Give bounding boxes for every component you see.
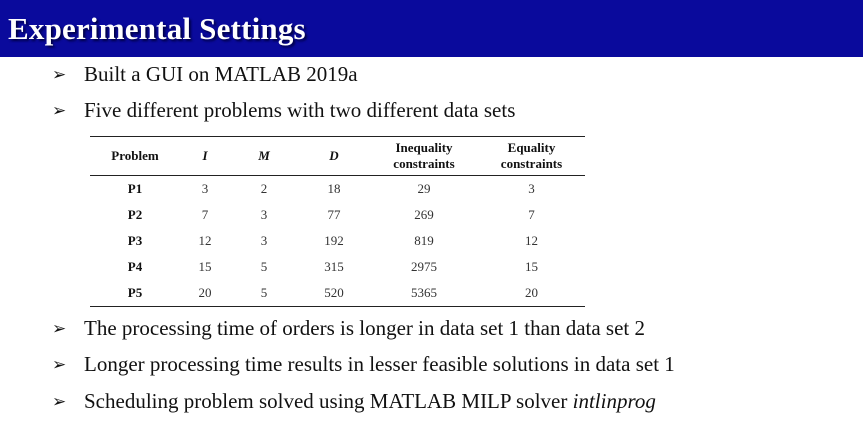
header-inequality-constraints: Inequality constraints: [370, 137, 478, 176]
title-bar: Experimental Settings: [0, 0, 863, 57]
cell-i: 15: [198, 259, 212, 274]
cell-equality: 7: [528, 207, 535, 222]
table-row: P1 3 2 18 29 3: [90, 176, 585, 203]
header-equality-line2: constraints: [500, 156, 563, 171]
table-row: P3 12 3 192 819 12: [90, 228, 585, 254]
cell-inequality: 2975: [411, 259, 437, 274]
cell-equality: 15: [525, 259, 538, 274]
header-equality-line1: Equality: [507, 140, 556, 155]
cell-equality: 3: [528, 181, 535, 196]
header-i: I: [202, 148, 208, 163]
cell-i: 3: [201, 181, 209, 196]
cell-i: 7: [201, 207, 209, 222]
bullet-text: Longer processing time results in lesser…: [84, 352, 675, 376]
header-inequality-line1: Inequality: [395, 140, 453, 155]
arrow-bullet-icon: ➢: [52, 319, 67, 339]
bullet-text: Five different problems with two differe…: [84, 98, 516, 122]
cell-i: 20: [198, 285, 212, 300]
bullet-text: Scheduling problem solved using MATLAB M…: [84, 389, 568, 413]
cell-problem: P1: [127, 181, 143, 196]
table-row: P5 20 5 520 5365 20: [90, 280, 585, 307]
cell-problem: P4: [127, 259, 143, 274]
bullet-processing-time: ➢ The processing time of orders is longer…: [52, 315, 645, 342]
bullet-gui: ➢ Built a GUI on MATLAB 2019a: [52, 61, 358, 88]
cell-m: 5: [260, 285, 268, 300]
table-row: P2 7 3 77 269 7: [90, 202, 585, 228]
bullet-text: The processing time of orders is longer …: [84, 316, 646, 340]
cell-inequality: 5365: [411, 285, 437, 300]
cell-inequality: 29: [417, 181, 431, 196]
arrow-bullet-icon: ➢: [52, 392, 67, 412]
cell-d: 192: [324, 233, 344, 248]
problem-table: Problem I M D Inequality constraints Equ…: [90, 136, 585, 307]
arrow-bullet-icon: ➢: [52, 101, 67, 121]
arrow-bullet-icon: ➢: [52, 65, 67, 85]
cell-equality: 20: [525, 285, 538, 300]
cell-equality: 12: [525, 233, 538, 248]
cell-i: 12: [198, 233, 212, 248]
solver-name: intlinprog: [572, 389, 656, 413]
cell-m: 2: [260, 181, 268, 196]
arrow-bullet-icon: ➢: [52, 355, 67, 375]
cell-m: 5: [260, 259, 268, 274]
cell-d: 315: [324, 259, 344, 274]
header-m: M: [258, 148, 270, 163]
cell-m: 3: [260, 207, 268, 222]
cell-inequality: 269: [414, 207, 434, 222]
cell-problem: P3: [127, 233, 143, 248]
header-d: D: [329, 148, 339, 163]
slide-title: Experimental Settings: [8, 11, 306, 46]
table-row: P4 15 5 315 2975 15: [90, 254, 585, 280]
cell-m: 3: [260, 233, 268, 248]
header-inequality-line2: constraints: [393, 156, 455, 171]
cell-inequality: 819: [414, 233, 434, 248]
bullet-solver: ➢ Scheduling problem solved using MATLAB …: [52, 388, 656, 415]
cell-problem: P5: [127, 285, 143, 300]
cell-d: 520: [324, 285, 344, 300]
cell-d: 77: [327, 207, 341, 222]
header-problem: Problem: [111, 148, 159, 163]
header-equality-constraints: Equality constraints: [478, 137, 585, 176]
bullet-text: Built a GUI on MATLAB 2019a: [84, 62, 358, 86]
table-header-row: Problem I M D Inequality constraints Equ…: [90, 136, 585, 176]
cell-d: 18: [327, 181, 341, 196]
cell-problem: P2: [127, 207, 143, 222]
bullet-problems: ➢ Five different problems with two differ…: [52, 97, 515, 124]
problem-table-container: Problem I M D Inequality constraints Equ…: [90, 136, 585, 307]
bullet-feasible-solutions: ➢ Longer processing time results in lesse…: [52, 351, 675, 378]
